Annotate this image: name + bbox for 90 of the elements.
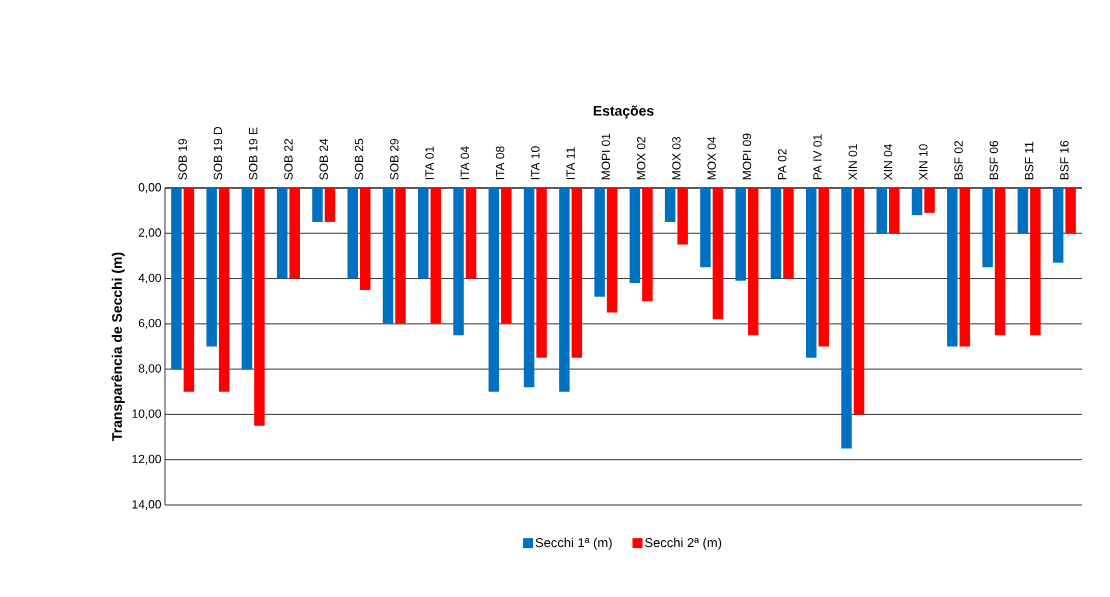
bar: [664, 187, 676, 222]
bar: [594, 187, 605, 297]
x-tick-label: MOX 04: [707, 136, 716, 180]
bar: [911, 187, 923, 216]
x-tick-label: ITA 11: [566, 147, 575, 180]
bar: [805, 187, 817, 358]
x-tick-label: ITA 10: [531, 146, 540, 180]
bar: [254, 187, 265, 426]
y-tick-label: 8,00: [138, 364, 162, 375]
x-tick-label: BSF 16: [1060, 140, 1069, 180]
bar: [488, 187, 500, 392]
bar: [642, 187, 653, 302]
bar: [841, 187, 852, 449]
legend-label: Secchi 1ª (m): [535, 537, 612, 550]
x-tick-label: BSF 11: [1024, 141, 1034, 180]
bar: [241, 187, 253, 370]
bar: [324, 187, 336, 222]
bar: [1017, 187, 1029, 234]
bar: [818, 187, 829, 347]
x-tick-label: BSF 02: [954, 140, 963, 180]
bar: [735, 187, 746, 281]
x-tick-label: SOB 19: [178, 138, 187, 180]
bar: [947, 187, 958, 347]
bar: [770, 187, 782, 279]
bar: [889, 187, 900, 234]
x-tick-label: XIN 10: [919, 144, 928, 180]
y-tick-label: 14,00: [132, 500, 162, 510]
x-tick-label: SOB 29: [390, 138, 399, 180]
bar: [206, 187, 217, 347]
bar: [876, 187, 888, 234]
bar: [453, 187, 464, 336]
x-tick-label: MOPI 01: [601, 133, 611, 180]
x-tick-label: BSF 06: [989, 140, 999, 180]
bar: [994, 187, 1006, 336]
bar: [418, 187, 429, 279]
x-tick-label: MOX 03: [672, 136, 681, 180]
x-tick-label: SOB 19 D: [213, 126, 223, 180]
bar: [606, 187, 618, 313]
y-tick-label: 12,00: [132, 454, 162, 465]
x-tick-label: ITA 04: [460, 146, 470, 180]
x-tick-label: MOPI 09: [742, 133, 752, 180]
bar: [359, 187, 371, 290]
x-tick-label: SOB 19 E: [248, 127, 258, 180]
bar: [536, 187, 547, 358]
bar: [289, 187, 300, 279]
bar: [629, 187, 641, 284]
bar: [677, 187, 688, 245]
x-tick-label: ITA 01: [425, 146, 434, 180]
bar: [559, 187, 570, 392]
bar: [465, 187, 477, 279]
y-tick-label: 2,00: [138, 228, 162, 239]
legend-label: Secchi 2ª (m): [645, 537, 722, 550]
y-tick-label: 0,00: [138, 183, 162, 193]
bar: [312, 187, 323, 222]
bar: [924, 187, 935, 213]
bar: [382, 187, 394, 324]
bar: [853, 187, 865, 415]
chart-title: Estações: [593, 105, 654, 119]
x-tick-label: XIN 04: [883, 144, 893, 180]
bar: [712, 187, 724, 320]
bar: [501, 187, 512, 324]
x-tick-label: SOB 24: [319, 138, 328, 180]
x-tick-label: SOB 25: [354, 138, 364, 180]
x-tick-label: PA 02: [777, 149, 787, 180]
bar: [523, 187, 535, 388]
bar: [959, 187, 971, 347]
bar: [183, 187, 195, 392]
bar: [1030, 187, 1041, 336]
bar: [783, 187, 794, 279]
y-tick-label: 6,00: [138, 318, 162, 329]
x-tick-label: ITA 08: [495, 146, 505, 180]
bar: [347, 187, 358, 279]
y-tick-label: 4,00: [138, 273, 162, 284]
bar: [395, 187, 406, 324]
x-tick-label: SOB 22: [284, 138, 293, 180]
x-tick-label: PA IV 01: [813, 134, 822, 180]
bar: [747, 187, 759, 336]
x-tick-label: MOX 02: [636, 136, 646, 180]
bar: [276, 187, 288, 279]
bar: [571, 187, 583, 358]
bar: [1052, 187, 1064, 263]
bar: [982, 187, 993, 268]
bar: [218, 187, 230, 392]
bar: [430, 187, 442, 324]
y-tick-label: 10,00: [132, 409, 162, 420]
x-tick-label: XIN 01: [848, 144, 857, 180]
bar: [1065, 187, 1076, 234]
bar: [171, 187, 182, 370]
bar: [700, 187, 711, 268]
y-axis-title: Transparência de Secchi (m): [111, 252, 125, 441]
